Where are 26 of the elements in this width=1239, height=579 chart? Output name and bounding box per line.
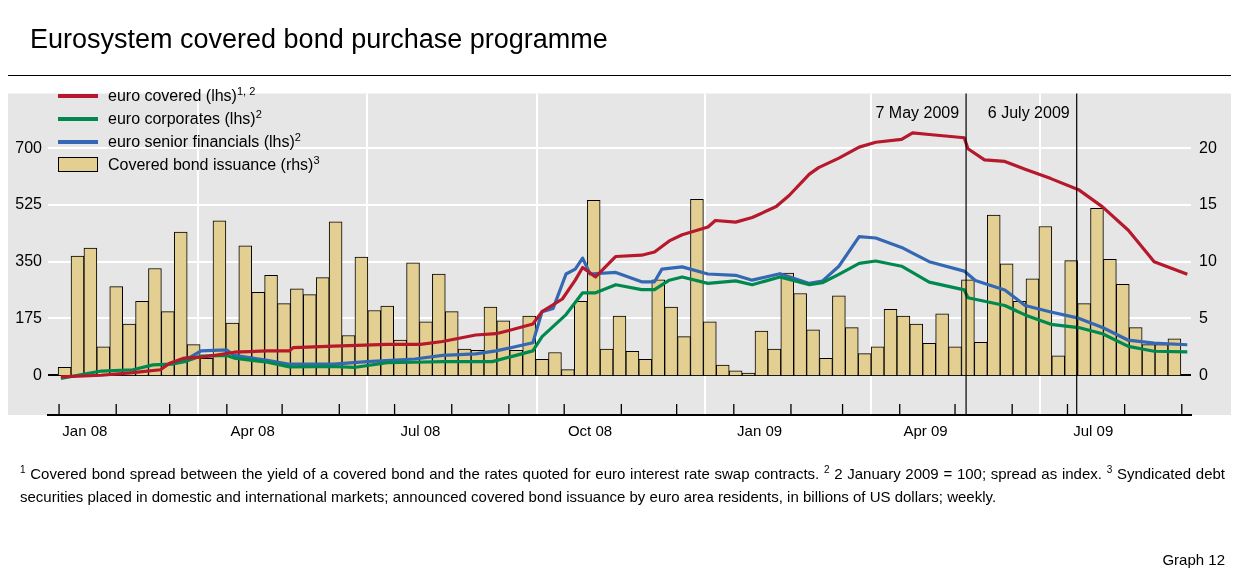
caption: Graph 12 bbox=[1162, 551, 1225, 568]
legend-label: Covered bond issuance (rhs)$^{3}$ bbox=[108, 154, 320, 175]
x-tick-label: Oct 08 bbox=[567, 422, 613, 440]
legend-label: euro covered (lhs)$^{1, 2}$ bbox=[108, 85, 256, 106]
chart-title: Eurosystem covered bond purchase programme bbox=[30, 24, 608, 55]
y-tick-label: 525 bbox=[15, 195, 43, 213]
x-tick-label: Jul 08 bbox=[400, 422, 441, 440]
y-tick-label: 700 bbox=[15, 138, 43, 156]
y2-tick-label: 5 bbox=[1199, 308, 1208, 326]
y2-tick-label: 15 bbox=[1199, 195, 1217, 213]
y-tick-label: 175 bbox=[15, 308, 43, 326]
legend-label: euro senior financials (lhs)$^{2}$ bbox=[108, 131, 301, 152]
x-tick-label: Apr 08 bbox=[230, 422, 275, 440]
text: $^{1}$ Covered bond spread between the yield of a covered bond and the rates quoted for euro interest rate swap contracts. $^{2}$ 2 January 2009 = 100; spread as index. $^{3}$ Syndicated debt securities placed in domestic and international markets; announced covered bond issuance by euro area residents, in billions of US dollars; weekly. bbox=[20, 464, 1226, 505]
ref-line-label: 6 July 2009 bbox=[987, 104, 1070, 122]
x-tick-label: Jul 09 bbox=[1073, 422, 1114, 440]
y2-tick-label: 10 bbox=[1199, 252, 1217, 270]
ref-line-label: 7 May 2009 bbox=[875, 104, 960, 122]
x-tick-label: Apr 09 bbox=[903, 422, 948, 440]
y2-tick-label: 20 bbox=[1199, 138, 1217, 156]
y-tick-label: 350 bbox=[15, 252, 43, 270]
x-tick-label: Jan 08 bbox=[62, 422, 108, 440]
y2-tick-label: 0 bbox=[1199, 365, 1208, 383]
x-tick-label: Jan 09 bbox=[737, 422, 783, 440]
legend-label: euro corporates (lhs)$^{2}$ bbox=[108, 108, 262, 129]
y-tick-label: 0 bbox=[33, 365, 43, 383]
